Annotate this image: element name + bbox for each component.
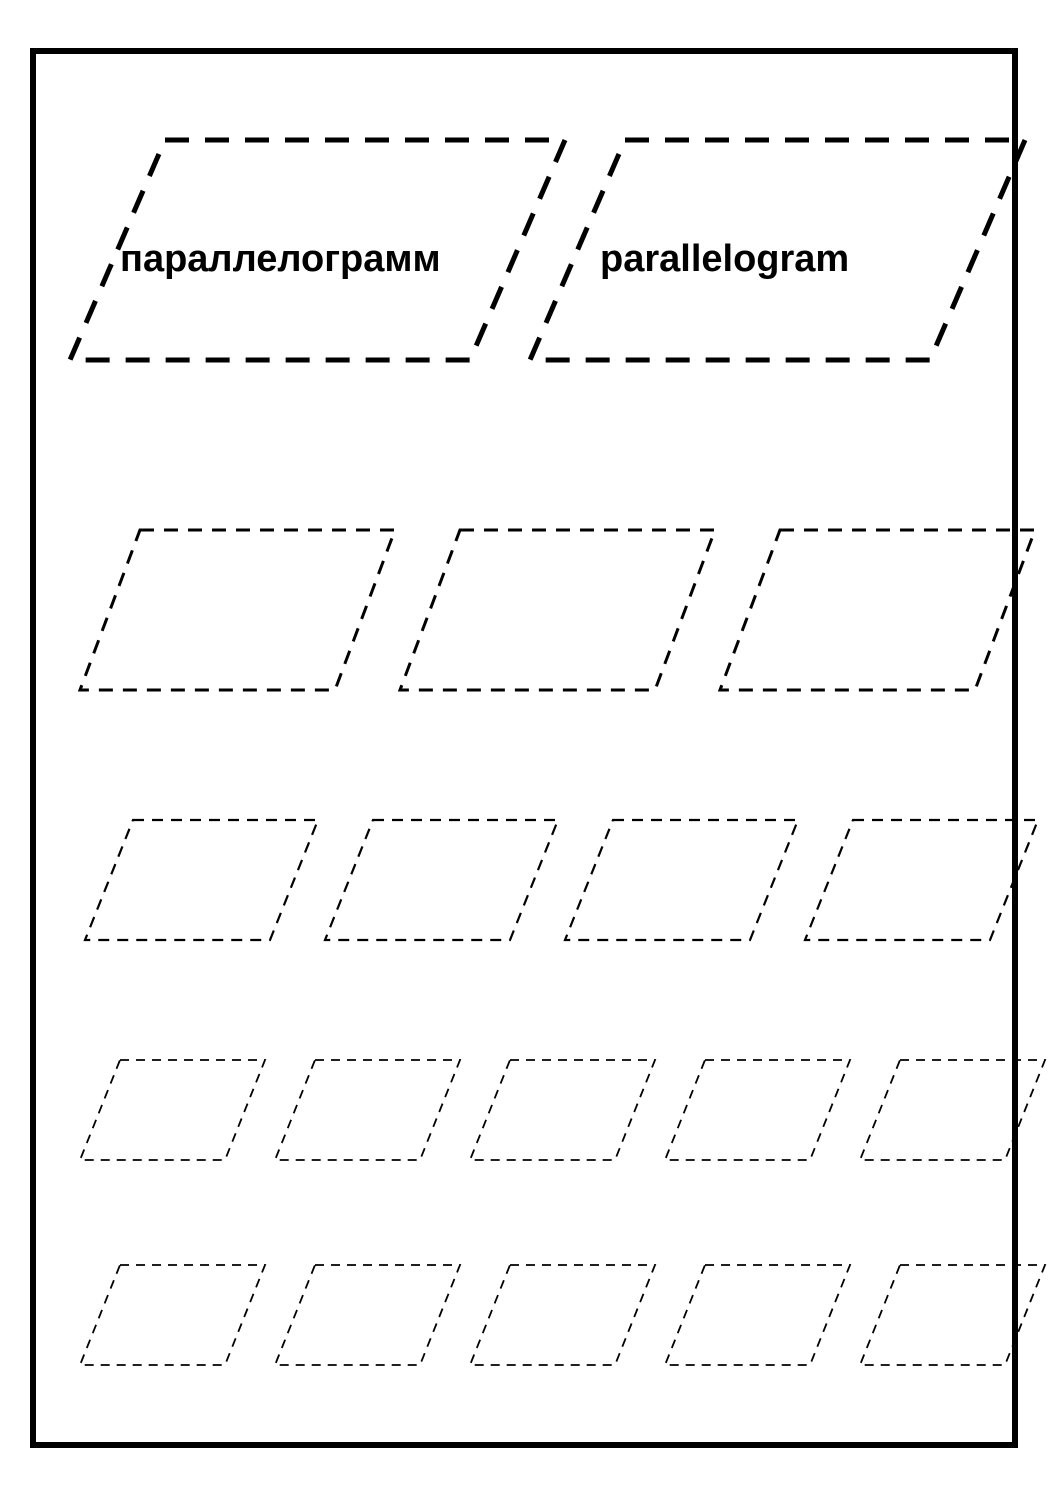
label-english: parallelogram	[600, 238, 849, 281]
label-russian: параллелограмм	[120, 238, 441, 281]
